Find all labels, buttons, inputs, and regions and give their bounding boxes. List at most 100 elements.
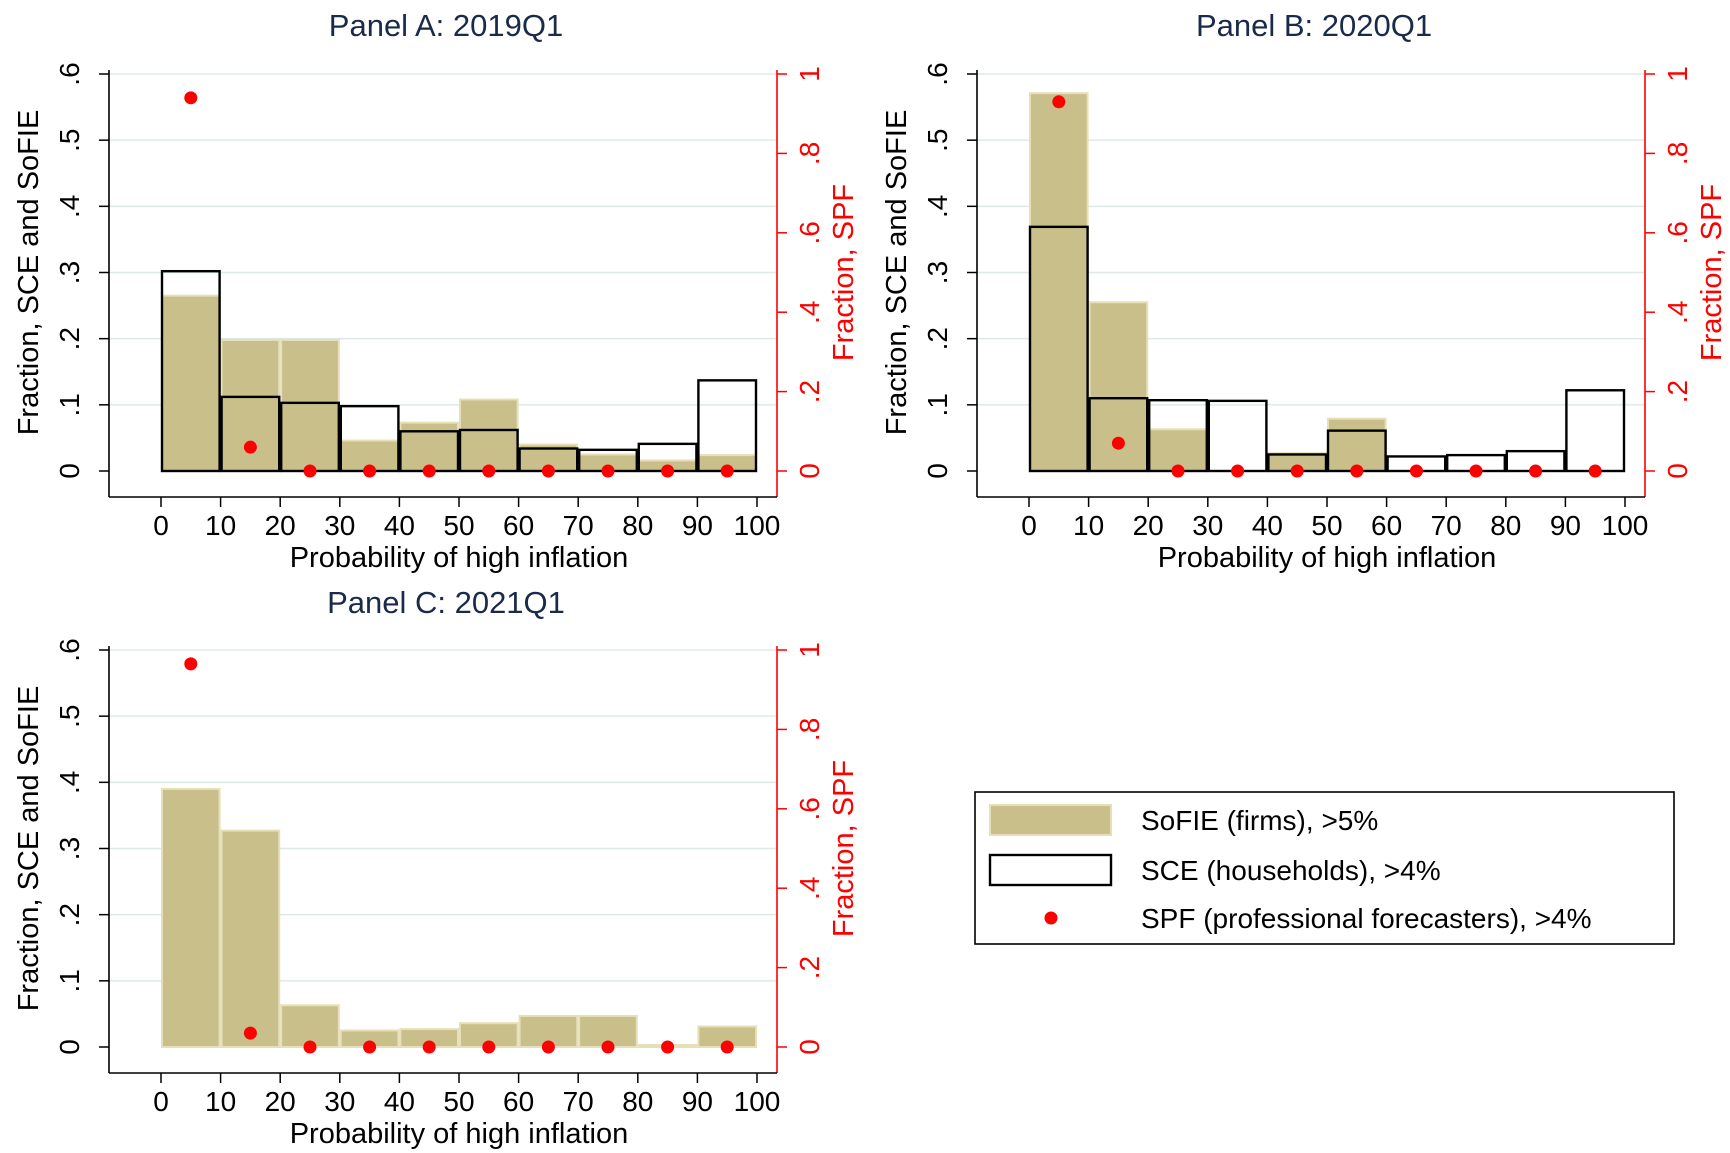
legend-label: SoFIE (firms), >5% (1141, 805, 1378, 836)
x-tick-label: 80 (1490, 510, 1521, 541)
x-tick-label: 90 (1550, 510, 1581, 541)
sce-bar (1088, 397, 1149, 473)
legend-label: SCE (households), >4% (1141, 855, 1441, 886)
x-tick-label: 0 (153, 510, 169, 541)
spf-dot (243, 440, 257, 454)
x-tick-label: 100 (1602, 510, 1649, 541)
x-tick-label: 10 (205, 1086, 236, 1117)
spf-dot (1290, 464, 1304, 478)
spf-dot (184, 657, 198, 671)
spf-dot (422, 464, 436, 478)
x-tick-label: 20 (265, 1086, 296, 1117)
y-axis-title-left: Fraction, SCE and SoFIE (13, 686, 45, 1012)
y-tick-label-left: .6 (922, 62, 953, 85)
spf-dot (1171, 464, 1185, 478)
x-tick-label: 70 (563, 510, 594, 541)
spf-dot (1469, 464, 1483, 478)
spf-dot (541, 1040, 555, 1054)
x-tick-label: 40 (384, 510, 415, 541)
sofie-bar (1327, 417, 1387, 472)
x-tick-label: 10 (205, 510, 236, 541)
y-tick-label-left: .3 (54, 837, 85, 860)
sofie-bar (459, 398, 519, 473)
spf-dot (1350, 464, 1364, 478)
spf-dot (661, 464, 675, 478)
x-tick-label: 0 (153, 1086, 169, 1117)
x-tick-label: 10 (1073, 510, 1104, 541)
x-axis-title: Probability of high inflation (1158, 542, 1497, 574)
y-tick-label-left: .1 (54, 393, 85, 416)
x-tick-label: 80 (622, 510, 653, 541)
x-tick-label: 20 (1133, 510, 1164, 541)
y-axis-title-right: Fraction, SPF (1696, 184, 1728, 361)
y-tick-label-left: .2 (922, 327, 953, 350)
y-tick-label-left: 0 (54, 463, 85, 479)
y-tick-label-left: .3 (54, 261, 85, 284)
x-axis-title: Probability of high inflation (290, 1118, 629, 1150)
spf-dot (1588, 464, 1602, 478)
sofie-bar (1088, 301, 1149, 472)
sofie-bar (280, 1004, 340, 1049)
legend-swatch-sofie (989, 804, 1112, 836)
spf-dot (482, 464, 496, 478)
sofie-bar (220, 829, 281, 1049)
x-tick-label: 40 (1252, 510, 1283, 541)
y-tick-label-right: .8 (794, 718, 825, 741)
x-tick-label: 50 (443, 1086, 474, 1117)
sofie-bar (1029, 92, 1089, 473)
x-tick-label: 60 (503, 1086, 534, 1117)
x-tick-label: 40 (384, 1086, 415, 1117)
spf-dot (303, 1040, 317, 1054)
y-tick-label-left: .4 (54, 195, 85, 218)
y-axis-title-right: Fraction, SPF (828, 184, 860, 361)
spf-dot (720, 464, 734, 478)
x-tick-label: 80 (622, 1086, 653, 1117)
y-tick-label-left: .1 (922, 393, 953, 416)
y-tick-label-right: .6 (1662, 221, 1693, 244)
y-axis-title-left: Fraction, SCE and SoFIE (13, 110, 45, 436)
y-tick-label-right: .4 (1662, 301, 1693, 324)
x-tick-label: 20 (265, 510, 296, 541)
y-tick-label-left: .4 (922, 195, 953, 218)
x-tick-label: 100 (734, 1086, 781, 1117)
y-tick-label-right: .6 (794, 221, 825, 244)
spf-dot (601, 464, 615, 478)
sofie-bar (399, 421, 459, 472)
x-tick-label: 90 (682, 510, 713, 541)
x-tick-label: 30 (1192, 510, 1223, 541)
legend-label: SPF (professional forecasters), >4% (1141, 903, 1592, 934)
y-axis-title-left: Fraction, SCE and SoFIE (881, 110, 913, 436)
x-tick-label: 70 (563, 1086, 594, 1117)
x-tick-label: 60 (1371, 510, 1402, 541)
spf-dot (1231, 464, 1245, 478)
sce-bar (220, 395, 281, 473)
y-tick-label-left: .6 (54, 62, 85, 85)
y-tick-label-right: .8 (794, 142, 825, 165)
y-tick-label-right: 1 (794, 66, 825, 82)
spf-dot (661, 1040, 675, 1054)
sofie-bar (161, 294, 221, 472)
y-tick-label-right: .2 (794, 956, 825, 979)
x-tick-label: 50 (443, 510, 474, 541)
y-tick-label-right: .4 (794, 301, 825, 324)
x-tick-label: 50 (1311, 510, 1342, 541)
y-tick-label-right: 0 (794, 463, 825, 479)
y-tick-label-right: 0 (794, 1039, 825, 1055)
spf-dot (720, 1040, 734, 1054)
y-tick-label-right: .4 (794, 877, 825, 900)
spf-dot (422, 1040, 436, 1054)
legend: SoFIE (firms), >5% SCE (households), >4% S… (974, 791, 1675, 945)
y-tick-label-right: .8 (1662, 142, 1693, 165)
legend-swatch-sce (988, 853, 1113, 887)
panel-title: Panel C: 2021Q1 (327, 585, 565, 620)
spf-dot (1529, 464, 1543, 478)
y-tick-label-right: 1 (1662, 66, 1693, 82)
y-tick-label-left: .5 (54, 704, 85, 727)
sce-bar (1028, 225, 1089, 473)
spf-dot (1111, 436, 1125, 450)
y-tick-label-right: 1 (794, 642, 825, 658)
y-tick-label-right: .2 (794, 380, 825, 403)
sce-bar (1207, 399, 1268, 473)
